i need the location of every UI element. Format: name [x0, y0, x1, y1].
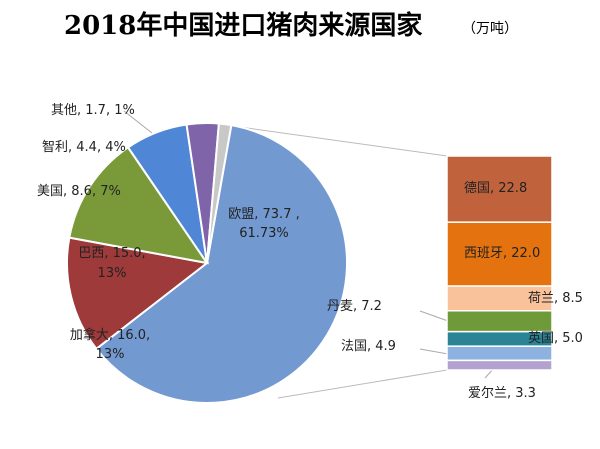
- chart-title: 2018年中国进口猪肉来源国家: [64, 10, 422, 41]
- label-eu: 欧盟, 73.7 ,: [228, 207, 299, 222]
- label-other: 其他, 1.7, 1%: [51, 103, 135, 118]
- label-chile: 智利, 4.4, 4%: [42, 140, 126, 155]
- pie-slice-5: [206, 122, 233, 264]
- label-germany: 德国, 22.8: [464, 181, 527, 196]
- label-eu-pct: 61.73%: [239, 226, 289, 241]
- leader-france: [419, 348, 449, 355]
- connector-top: [239, 126, 448, 157]
- label-brazil-pct: 13%: [98, 266, 127, 281]
- data-labels: 欧盟, 73.7 , 61.73% 加拿大, 16.0, 13% 巴西, 15.0, 13…: [37, 103, 583, 401]
- label-france: 法国, 4.9: [341, 339, 396, 354]
- label-canada-pct: 13%: [96, 347, 125, 362]
- label-brazil: 巴西, 15.0,: [78, 246, 145, 261]
- bar-segment-5: [446, 345, 553, 362]
- bar-segment-1: [446, 221, 553, 287]
- pie-slice-1: [66, 236, 210, 351]
- leader-other: [123, 110, 153, 134]
- label-canada: 加拿大, 16.0,: [70, 327, 150, 343]
- label-denmark: 丹麦, 7.2: [327, 299, 382, 314]
- bar-segment-3: [446, 310, 553, 333]
- bar-segment-2: [446, 285, 553, 312]
- pie: [66, 122, 348, 404]
- label-usa: 美国, 8.6, 7%: [37, 184, 121, 199]
- label-ireland: 爱尔兰, 3.3: [468, 386, 536, 401]
- label-netherlands: 荷兰, 8.5: [528, 291, 583, 306]
- pie-slice-0: [94, 123, 348, 404]
- label-spain: 西班牙, 22.0: [464, 246, 540, 261]
- bar-segment-0: [446, 155, 553, 223]
- connector-lines: [123, 110, 496, 399]
- chart-unit: （万吨）: [462, 21, 518, 37]
- pie-slice-2: [68, 145, 210, 265]
- stacked-bar: [446, 155, 553, 371]
- connector-bottom: [277, 369, 448, 399]
- leader-denmark: [419, 310, 449, 322]
- bar-segment-6: [446, 359, 553, 371]
- label-uk: 英国, 5.0: [528, 331, 583, 346]
